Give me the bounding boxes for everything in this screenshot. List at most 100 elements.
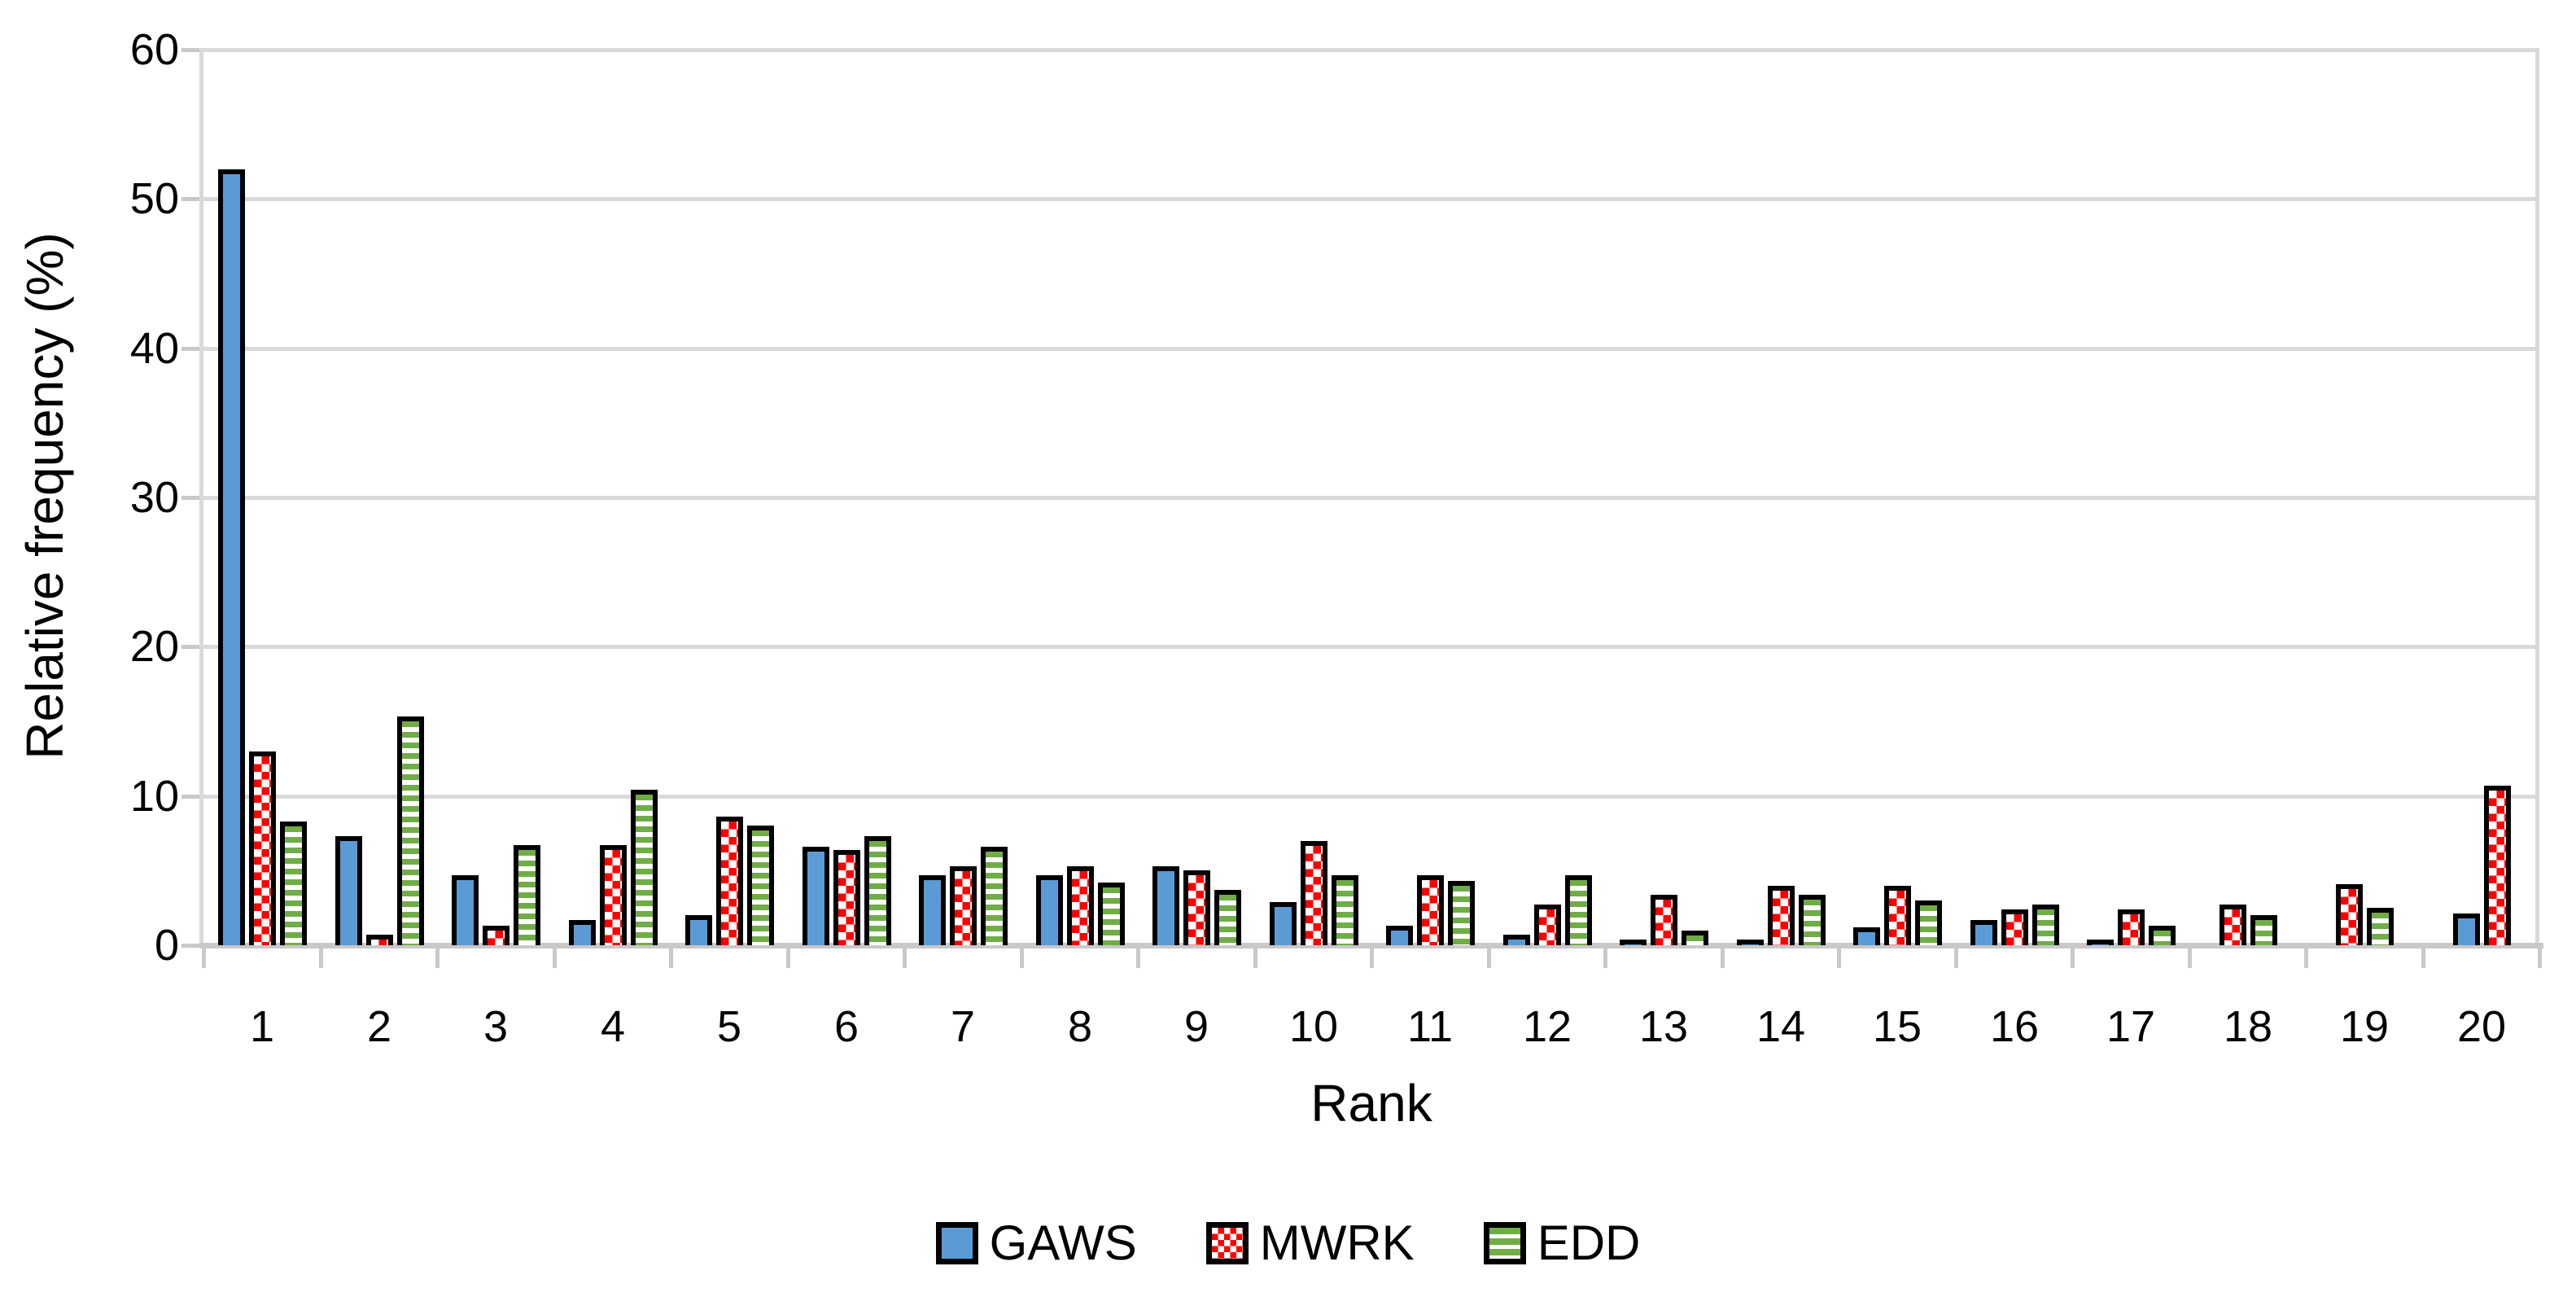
x-tick-mark xyxy=(1136,947,1140,968)
bar-gaws-rank-7 xyxy=(918,875,946,945)
bar-group xyxy=(437,50,554,945)
bar-group xyxy=(1138,50,1255,945)
y-tick-label: 30 xyxy=(129,473,179,522)
x-tick-mark xyxy=(1721,947,1725,968)
bar-group xyxy=(321,50,438,945)
bar-edd-rank-10 xyxy=(1331,875,1358,945)
bar-mwrk-rank-7 xyxy=(949,866,977,945)
bar-mwrk-rank-4 xyxy=(599,845,627,945)
legend-swatch-mwrk-icon xyxy=(1205,1221,1249,1264)
bar-group xyxy=(1722,50,1839,945)
x-tick-label: 5 xyxy=(716,1002,742,1051)
gridline xyxy=(203,197,2539,201)
x-tick-label: 12 xyxy=(1522,1002,1572,1051)
bar-group xyxy=(2189,50,2307,945)
bar-group xyxy=(1489,50,1606,945)
bar-mwrk-rank-10 xyxy=(1300,841,1327,945)
bar-group xyxy=(1956,50,2073,945)
y-tick-mark xyxy=(182,944,199,948)
x-tick-mark xyxy=(202,947,206,968)
y-tick-label: 60 xyxy=(129,25,179,74)
y-tick-label: 0 xyxy=(154,921,179,970)
x-tick-label: 9 xyxy=(1183,1002,1209,1051)
bar-mwrk-rank-8 xyxy=(1066,866,1094,945)
x-tick-label: 2 xyxy=(366,1002,392,1051)
bar-edd-rank-14 xyxy=(1798,895,1826,945)
bar-edd-rank-4 xyxy=(630,790,658,945)
x-tick-mark xyxy=(2188,947,2192,968)
x-tick-mark xyxy=(435,947,440,968)
legend-item-edd: EDD xyxy=(1483,1215,1641,1271)
x-tick-mark xyxy=(903,947,907,968)
bar-edd-rank-3 xyxy=(513,845,540,945)
y-tick-mark xyxy=(182,795,199,799)
bar-edd-rank-16 xyxy=(2031,905,2059,945)
bar-edd-rank-6 xyxy=(864,836,891,945)
x-tick-label: 8 xyxy=(1067,1002,1093,1051)
x-tick-label: 20 xyxy=(2456,1002,2507,1051)
x-tick-mark xyxy=(786,947,790,968)
y-tick-mark xyxy=(182,347,199,351)
bar-gaws-rank-10 xyxy=(1269,902,1297,945)
gridline xyxy=(203,48,2539,52)
x-tick-mark xyxy=(319,947,323,968)
bar-gaws-rank-3 xyxy=(451,875,479,945)
legend-item-gaws: GAWS xyxy=(935,1215,1137,1271)
bar-group xyxy=(788,50,905,945)
bar-edd-rank-7 xyxy=(980,847,1008,945)
bar-group xyxy=(1021,50,1139,945)
legend-label: EDD xyxy=(1537,1216,1641,1270)
bar-gaws-rank-2 xyxy=(335,836,362,945)
bar-group xyxy=(2306,50,2423,945)
bar-mwrk-rank-15 xyxy=(1883,886,1911,945)
x-tick-mark xyxy=(1370,947,1374,968)
legend-label: GAWS xyxy=(989,1216,1137,1270)
bar-gaws-rank-20 xyxy=(2452,913,2480,945)
bar-gaws-rank-4 xyxy=(568,920,596,945)
bar-edd-rank-12 xyxy=(1564,875,1592,945)
bar-edd-rank-13 xyxy=(1681,931,1708,945)
x-tick-mark xyxy=(553,947,557,968)
y-tick-mark xyxy=(182,48,199,52)
bar-mwrk-rank-18 xyxy=(2219,905,2246,945)
bar-edd-rank-2 xyxy=(396,716,424,945)
bar-edd-rank-8 xyxy=(1097,883,1125,945)
y-tick-label: 40 xyxy=(129,324,179,373)
bar-group xyxy=(1605,50,1722,945)
bar-group xyxy=(1255,50,1372,945)
x-axis-title: Rank xyxy=(1310,1074,1432,1133)
bar-edd-rank-5 xyxy=(746,826,774,945)
x-tick-label: 14 xyxy=(1756,1002,1806,1051)
x-tick-label: 13 xyxy=(1638,1002,1689,1051)
legend-swatch-gaws-icon xyxy=(935,1221,978,1264)
bar-gaws-rank-15 xyxy=(1852,927,1880,945)
bar-edd-rank-19 xyxy=(2366,908,2394,945)
x-tick-mark xyxy=(2538,947,2542,968)
x-tick-label: 1 xyxy=(249,1002,275,1051)
bar-gaws-rank-16 xyxy=(1970,920,1997,945)
x-tick-label: 19 xyxy=(2339,1002,2390,1051)
y-axis-line xyxy=(199,48,203,949)
x-tick-mark xyxy=(1603,947,1607,968)
x-tick-mark xyxy=(2421,947,2425,968)
bar-mwrk-rank-14 xyxy=(1767,886,1795,945)
bar-gaws-rank-12 xyxy=(1502,935,1530,945)
gridline xyxy=(203,496,2539,500)
gridline xyxy=(203,795,2539,799)
bar-mwrk-rank-13 xyxy=(1650,895,1677,945)
y-tick-mark xyxy=(182,496,199,500)
bar-gaws-rank-11 xyxy=(1385,926,1413,945)
bar-edd-rank-1 xyxy=(279,821,307,945)
x-tick-mark xyxy=(669,947,673,968)
bar-mwrk-rank-12 xyxy=(1533,905,1561,945)
bar-gaws-rank-14 xyxy=(1736,940,1764,945)
y-tick-label: 10 xyxy=(129,772,179,821)
bar-group xyxy=(203,50,321,945)
bar-group xyxy=(554,50,671,945)
x-tick-label: 16 xyxy=(1989,1002,2040,1051)
y-tick-label: 50 xyxy=(129,174,179,223)
x-tick-label: 6 xyxy=(833,1002,859,1051)
bar-mwrk-rank-20 xyxy=(2483,786,2511,945)
x-tick-label: 10 xyxy=(1288,1002,1339,1051)
